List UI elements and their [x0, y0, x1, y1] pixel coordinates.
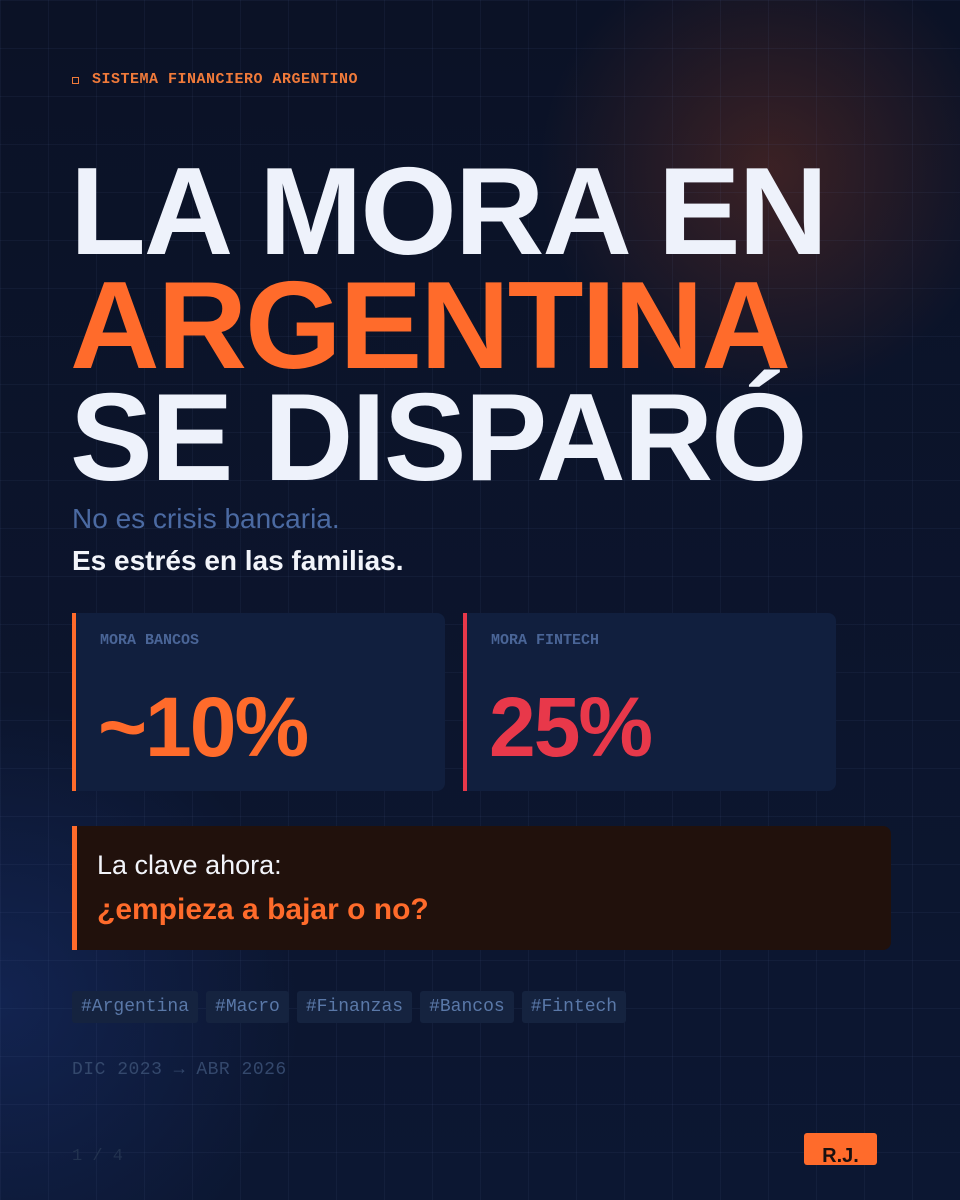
- stat-label: MORA BANCOS: [100, 632, 200, 649]
- page-indicator: 1 / 4: [72, 1147, 124, 1166]
- tag[interactable]: #Finanzas: [296, 991, 413, 1023]
- tag[interactable]: #Bancos: [420, 991, 514, 1023]
- stat-card: MORA FINTECH 25%: [463, 613, 836, 791]
- callout: La clave ahora: ¿empieza a bajar o no?: [72, 826, 891, 950]
- callout-line: La clave ahora:: [97, 850, 282, 880]
- stat-label: MORA FINTECH: [491, 632, 600, 649]
- stat-card: MORA BANCOS ~10%: [72, 613, 445, 791]
- subtitle: Es estrés en las familias.: [72, 545, 404, 576]
- callout-line: ¿empieza a bajar o no?: [97, 893, 429, 926]
- title-line: ARGENTINA: [70, 257, 791, 395]
- stat-value: 25%: [489, 680, 653, 774]
- tag-list: #Argentina #Macro #Finanzas #Bancos #Fin…: [72, 991, 627, 1023]
- date-range: DIC 2023 → ABR 2026: [72, 1060, 287, 1080]
- tag[interactable]: #Argentina: [72, 991, 199, 1023]
- subtitle: No es crisis bancaria.: [72, 503, 340, 534]
- stat-value: ~10%: [98, 680, 309, 774]
- title-line: SE DISPARÓ: [70, 369, 808, 507]
- eyebrow-icon: [72, 77, 79, 84]
- tag[interactable]: #Macro: [206, 991, 289, 1023]
- logo: R.J.: [804, 1133, 877, 1165]
- eyebrow: SISTEMA FINANCIERO ARGENTINO: [92, 71, 359, 88]
- title-line: LA MORA EN: [70, 143, 828, 281]
- tag[interactable]: #Fintech: [521, 991, 627, 1023]
